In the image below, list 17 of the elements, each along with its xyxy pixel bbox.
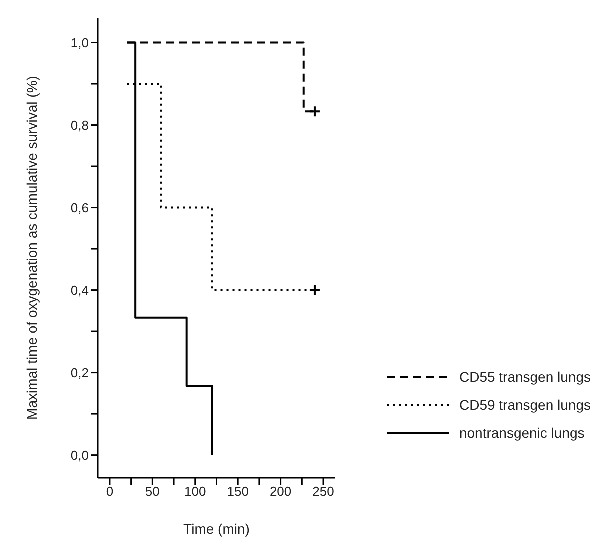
y-tick-label: 0,0 bbox=[70, 448, 89, 463]
legend-label: nontransgenic lungs bbox=[459, 425, 585, 441]
x-tick-label: 200 bbox=[270, 484, 292, 500]
y-tick-label: 0,6 bbox=[70, 200, 89, 216]
x-tick-label: 50 bbox=[145, 484, 160, 500]
y-axis-title: Maximal time of oxygenation as cumulative survival (%) bbox=[24, 76, 40, 420]
y-tick-label: 0,4 bbox=[70, 282, 89, 298]
x-tick-label: 0 bbox=[106, 484, 114, 500]
y-tick-label: 0,8 bbox=[70, 118, 89, 133]
x-axis-title: Time (min) bbox=[184, 521, 250, 537]
x-tick-label: 150 bbox=[227, 484, 249, 500]
x-tick-label: 100 bbox=[184, 484, 206, 500]
x-tick-label: 250 bbox=[312, 484, 334, 500]
legend-label: CD55 transgen lungs bbox=[459, 369, 591, 385]
y-tick-label: 0,2 bbox=[70, 365, 89, 380]
legend-label: CD59 transgen lungs bbox=[459, 397, 591, 413]
y-tick-label: 1,0 bbox=[70, 35, 89, 50]
